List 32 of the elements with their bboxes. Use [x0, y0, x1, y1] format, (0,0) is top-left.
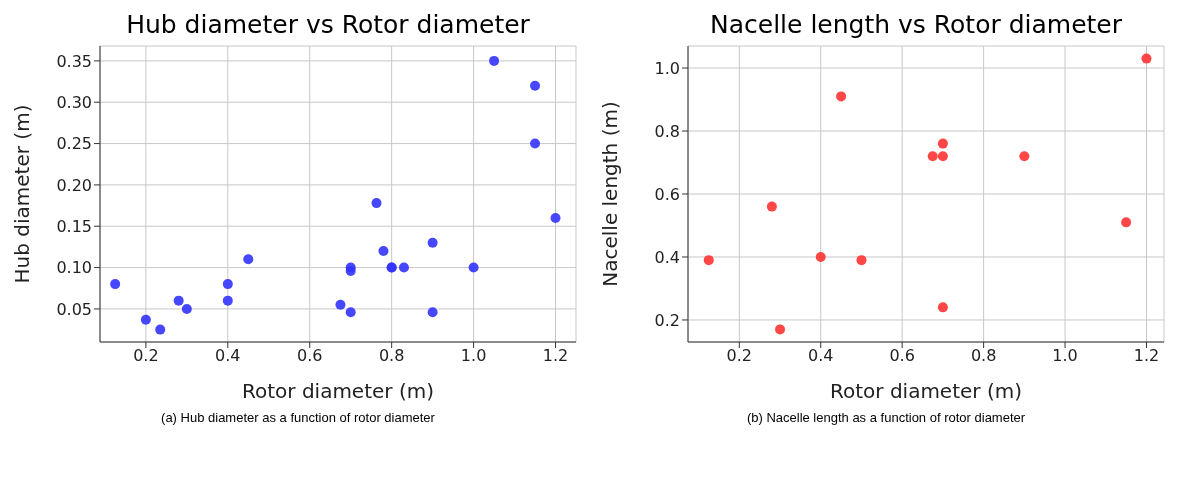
- x-tick-label: 1.0: [460, 346, 487, 366]
- y-axis-title: Hub diameter (m): [10, 104, 35, 284]
- text: (b) Nacelle length as a function of rotor diameter: [745, 410, 1027, 425]
- chart-title: Hub diameter vs Rotor diameter: [125, 9, 531, 41]
- x-tick-label: 1.0: [1052, 346, 1078, 366]
- chart-title: Nacelle length vs Rotor diameter: [709, 9, 1123, 41]
- y-tick-label: 0.05: [56, 299, 92, 319]
- x-tick-label: 0.2: [133, 346, 159, 366]
- y-tick-label: 0.4: [654, 247, 680, 267]
- y-tick-label: 0.30: [56, 92, 92, 112]
- x-tick-label: 0.6: [297, 346, 323, 366]
- x-tick-label: 0.8: [378, 346, 405, 366]
- y-tick-label: 0.10: [56, 258, 92, 278]
- x-tick-label: 0.6: [889, 346, 915, 366]
- y-tick-label: 0.35: [56, 51, 92, 71]
- y-tick-label: 0.6: [654, 184, 680, 204]
- x-tick-label: 0.2: [726, 346, 753, 366]
- x-tick-label: 0.4: [808, 346, 834, 366]
- x-tick-label: 1.2: [1133, 346, 1160, 366]
- y-tick-label: 1.0: [654, 58, 680, 78]
- x-tick-label: 0.8: [970, 346, 997, 366]
- x-tick-label: 0.4: [215, 346, 241, 366]
- text: (a) Hub diameter as a function of rotor diameter: [160, 410, 436, 425]
- y-tick-label: 0.8: [654, 121, 680, 141]
- y-axis-title: Nacelle length (m): [598, 101, 623, 287]
- y-tick-label: 0.25: [56, 134, 92, 154]
- y-tick-label: 0.20: [56, 175, 92, 195]
- x-axis-title: Rotor diameter (m): [241, 379, 435, 403]
- y-tick-label: 0.2: [654, 310, 680, 330]
- x-tick-label: 1.2: [542, 346, 569, 366]
- x-axis-title: Rotor diameter (m): [829, 379, 1023, 403]
- y-tick-label: 0.15: [56, 216, 92, 236]
